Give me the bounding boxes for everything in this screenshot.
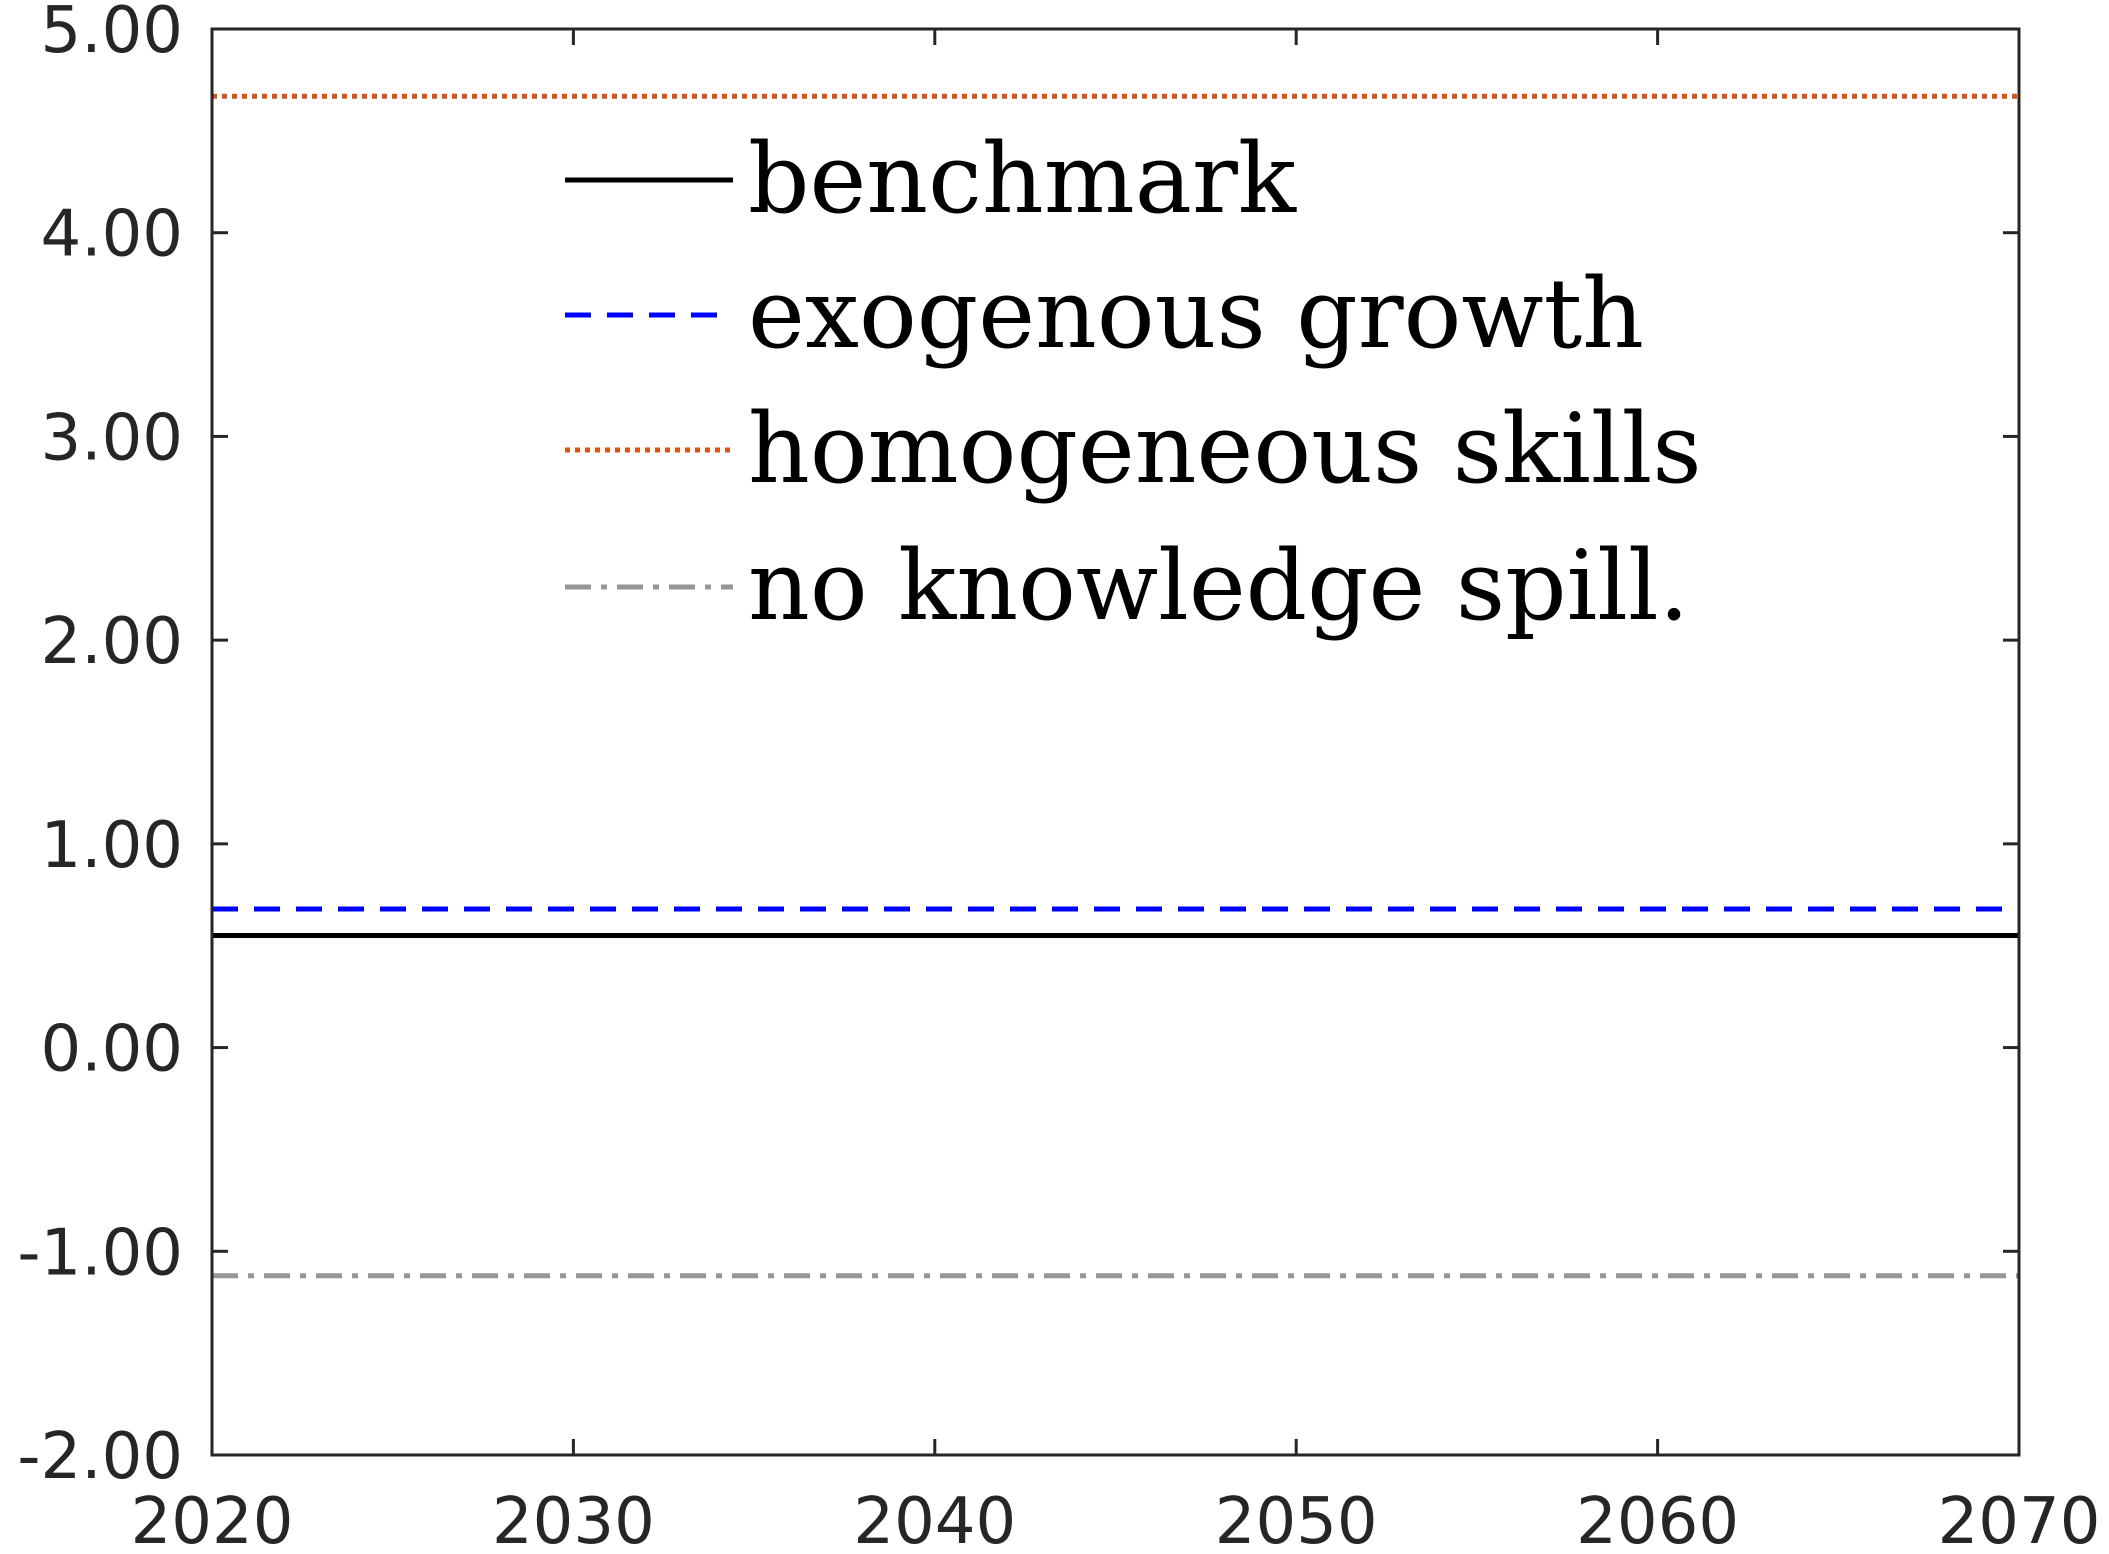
x-tick-label: 2050	[1215, 1485, 1378, 1554]
y-tick-label: 0.00	[41, 1013, 184, 1087]
legend-label-3: no knowledge spill.	[748, 530, 1689, 642]
y-tick-label: 4.00	[41, 198, 184, 272]
x-tick-label: 2070	[1938, 1485, 2101, 1554]
plot-frame	[210, 27, 2021, 1457]
x-tick-label: 2030	[492, 1485, 655, 1554]
y-tick-label: 1.00	[41, 809, 184, 883]
y-tick-label: 3.00	[41, 401, 184, 475]
x-tick-label: 2020	[131, 1485, 294, 1554]
legend-label-2: homogeneous skills	[748, 393, 1702, 505]
series-layer	[212, 93, 2019, 1279]
legend-label-1: exogenous growth	[748, 258, 1644, 370]
y-tick-label: 2.00	[41, 605, 184, 679]
x-tick-label: 2060	[1576, 1485, 1739, 1554]
ticks-layer: 2020 2030 2040 2050 2060 2070 -2.00 -1.00 0.00 1.…	[17, 0, 2100, 1554]
legend-label-0: benchmark	[748, 123, 1297, 235]
legend: benchmark exogenous growth homogeneous ski…	[565, 123, 1702, 642]
y-tick-label: -1.00	[17, 1216, 183, 1290]
y-tick-label: 5.00	[41, 0, 184, 68]
y-tick-label: -2.00	[17, 1420, 183, 1494]
x-tick-label: 2040	[853, 1485, 1016, 1554]
